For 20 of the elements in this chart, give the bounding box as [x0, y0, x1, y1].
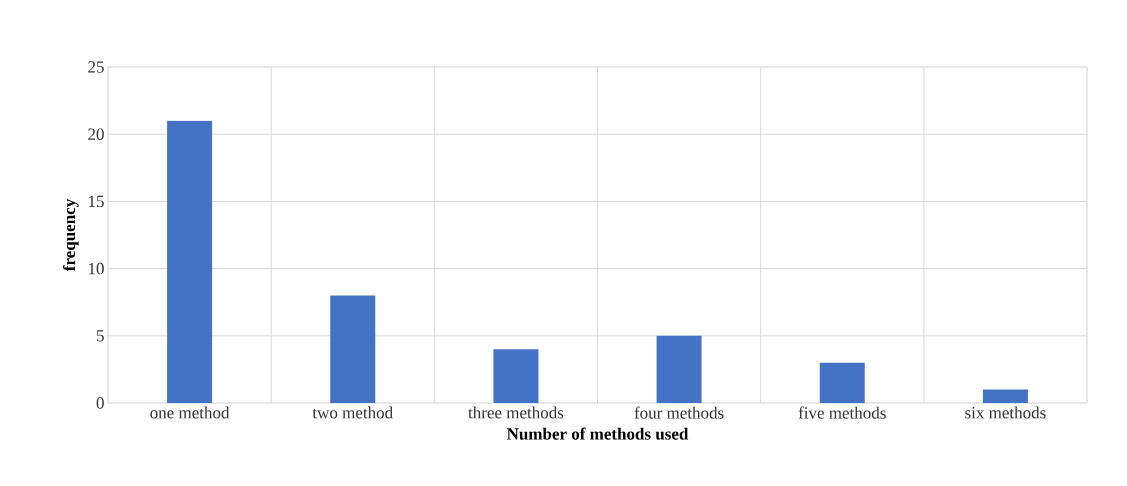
- y-tick-label: 0: [96, 397, 104, 409]
- x-axis-title: Number of methods used: [506, 427, 689, 440]
- x-tick-label: one method: [150, 406, 230, 419]
- bar: [493, 349, 539, 403]
- x-tick-label: four methods: [634, 406, 724, 419]
- bar: [656, 335, 702, 403]
- bar: [982, 389, 1028, 403]
- y-tick-label: 10: [88, 262, 104, 275]
- x-tick-label: six methods: [965, 406, 1046, 419]
- y-axis-title: frequency: [62, 198, 79, 272]
- x-tick-label: two method: [312, 406, 393, 419]
- y-tick-label: 5: [96, 330, 104, 342]
- bar: [330, 295, 376, 403]
- bar: [819, 362, 865, 403]
- x-tick-label: five methods: [798, 406, 886, 419]
- bar: [167, 120, 213, 403]
- x-tick-label: three methods: [468, 406, 564, 419]
- y-tick-label: 15: [88, 195, 104, 208]
- y-tick-label: 25: [88, 61, 104, 73]
- y-tick-label: 20: [88, 128, 104, 140]
